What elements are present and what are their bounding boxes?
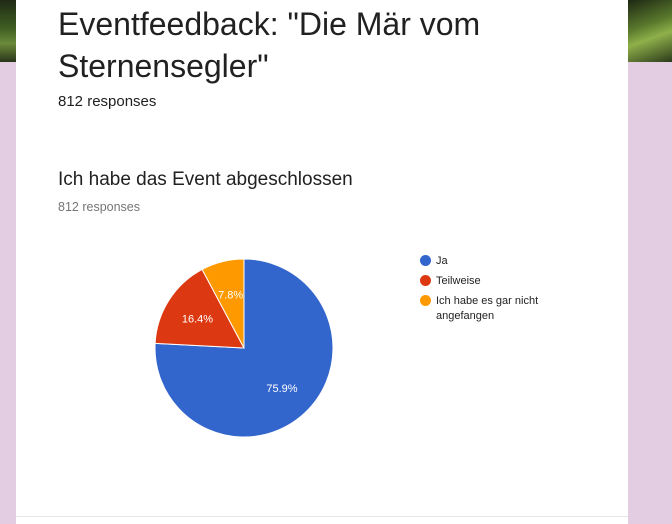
card-divider — [16, 516, 628, 517]
summary-card: Eventfeedback: "Die Mär vom Sternensegle… — [16, 0, 628, 524]
question-response-count: 812 responses — [58, 200, 141, 214]
chart-legend: Ja Teilweise Ich habe es gar nicht angefan… — [420, 254, 590, 329]
legend-item-teilweise[interactable]: Teilweise — [420, 274, 590, 289]
pie-label-teilweise: 16.4% — [182, 313, 213, 325]
legend-swatch — [420, 275, 431, 286]
pie-label-ja: 75.9% — [266, 383, 297, 395]
legend-swatch — [420, 295, 431, 306]
question-title: Ich habe das Event abgeschlossen — [58, 169, 353, 190]
form-title: Eventfeedback: "Die Mär vom Sternensegle… — [58, 6, 481, 84]
pie-label-ich-habe-es-gar-nicht-angefangen: 7.8% — [218, 289, 243, 301]
pie-chart: 75.9% 16.4% 7.8% — [154, 258, 334, 438]
legend-label: Teilweise — [436, 275, 481, 287]
form-response-count: 812 responses — [58, 93, 157, 110]
legend-label: Ja — [436, 255, 448, 267]
legend-item-ich-habe-es-gar-nicht-angefangen[interactable]: Ich habe es gar nicht angefangen — [420, 294, 590, 324]
legend-swatch — [420, 255, 431, 266]
legend-label: Ich habe es gar nicht angefangen — [436, 295, 539, 322]
pie-slice-ich-habe-es-gar-nicht-angefangen[interactable] — [201, 258, 245, 349]
pie-slice-teilweise[interactable] — [154, 268, 245, 349]
header-photo-right — [628, 0, 672, 62]
header-photo-left — [0, 0, 16, 62]
legend-item-ja[interactable]: Ja — [420, 254, 590, 269]
